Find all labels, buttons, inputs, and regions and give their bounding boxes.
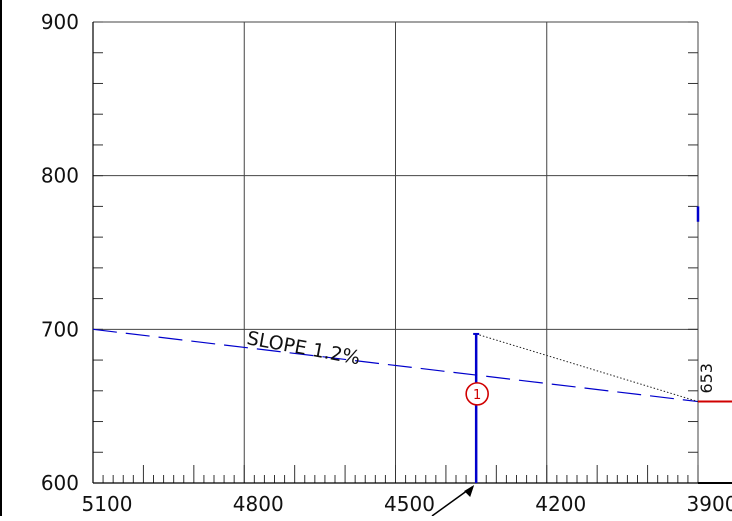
axes [92,22,698,484]
y-tick-label: 900 [41,10,79,34]
x-tick-label: 3900 [687,492,732,516]
minor-ticks [92,21,699,484]
y-tick-label: 700 [41,317,79,341]
marker-circle [465,382,489,406]
grid [92,21,699,484]
x-tick-label: 5100 [82,492,133,516]
x-tick-label: 4200 [535,492,586,516]
pointer-arrow-head [464,485,475,497]
elevation-label: 653 [697,363,716,394]
marker-circle-label: 1 [473,388,481,403]
x-tick-label: 4500 [384,492,435,516]
dotted-connector [476,333,699,403]
y-tick-label: 600 [41,471,79,495]
slope-label: SLOPE 1.2% [245,327,362,369]
tick-labels: 5100 4800 4500 4200 3900 600 700 800 900 [41,10,732,516]
plot-data: SLOPE 1.2% 1 653 [92,206,732,517]
slope-line [92,328,699,403]
x-tick-label: 4800 [233,492,284,516]
y-tick-label: 800 [41,164,79,188]
